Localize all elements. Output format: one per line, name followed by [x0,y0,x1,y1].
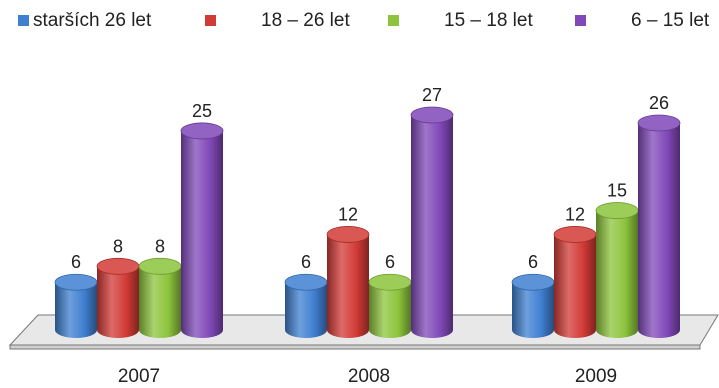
legend-swatch [388,15,399,26]
category-label: 2008 [348,366,390,387]
data-label: 6 [528,252,538,272]
legend-label: starších 26 let [33,10,152,31]
bar [410,106,454,338]
bar [284,273,328,338]
legend-label: 18 – 26 let [261,10,350,31]
bar [637,114,681,339]
data-label: 27 [422,85,442,105]
plot-area: 6 8 8 25 6 12 6 27 6 12 15 26 [54,85,681,339]
legend-swatch [205,15,216,26]
data-label: 6 [385,252,395,272]
bar [595,202,639,338]
data-label: 12 [338,204,358,224]
data-label: 25 [192,101,212,121]
bar [96,257,140,338]
data-label: 8 [155,236,165,256]
bar [511,273,555,338]
legend: starších 26 let 18 – 26 let 15 – 18 let 6 –… [18,10,710,31]
bar [553,226,597,338]
category-label: 2009 [575,366,617,387]
bar [326,226,370,338]
category-axis: 2007 2008 2009 [118,366,617,387]
bar [368,273,412,338]
bar [54,273,98,338]
bar [180,122,224,338]
data-label: 15 [607,181,627,201]
legend-label: 6 – 15 let [631,10,710,31]
legend-swatch [575,15,586,26]
data-label: 6 [301,252,311,272]
legend-swatch [18,15,29,26]
bar [138,257,182,338]
data-label: 8 [113,236,123,256]
data-label: 26 [649,93,669,113]
data-label: 12 [565,204,585,224]
data-label: 6 [71,252,81,272]
category-label: 2007 [118,366,160,387]
legend-label: 15 – 18 let [444,10,533,31]
